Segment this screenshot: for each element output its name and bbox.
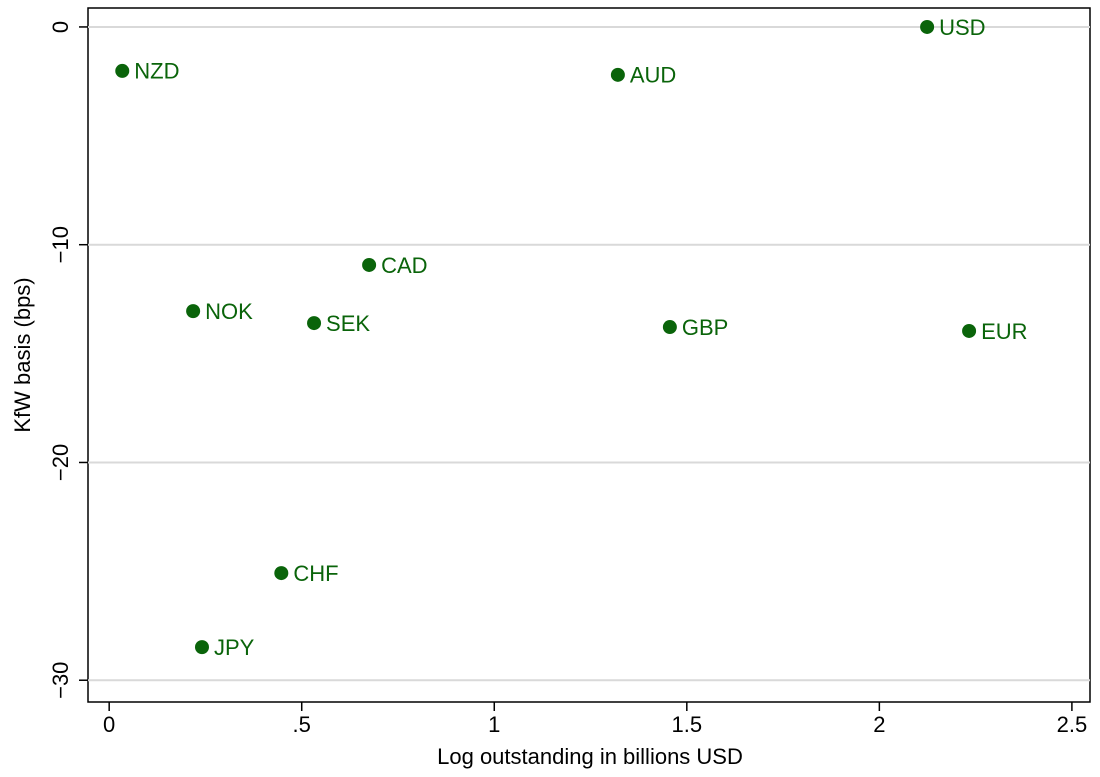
point-label: GBP [682, 315, 728, 340]
point-label: JPY [214, 635, 255, 660]
x-axis-label: Log outstanding in billions USD [437, 744, 743, 769]
point [307, 316, 322, 331]
point [186, 304, 201, 319]
y-tick-label: −20 [48, 444, 73, 481]
y-axis-label: KfW basis (bps) [10, 277, 35, 432]
point [662, 320, 677, 335]
point-label: CHF [293, 561, 338, 586]
point [274, 566, 289, 581]
point [962, 323, 977, 338]
y-tick-label: −10 [48, 226, 73, 263]
y-tick-label: 0 [48, 21, 73, 33]
point-label: SEK [326, 311, 370, 336]
point [194, 640, 209, 655]
x-tick-label: 2.5 [1057, 712, 1088, 737]
point-label: EUR [981, 319, 1027, 344]
point [610, 67, 625, 82]
x-tick-label: 1.5 [672, 712, 703, 737]
point-label: NOK [205, 299, 253, 324]
x-tick-label: .5 [293, 712, 311, 737]
x-tick-label: 0 [103, 712, 115, 737]
point-label: NZD [134, 59, 179, 84]
point-label: AUD [630, 63, 676, 88]
y-tick-label: −30 [48, 662, 73, 699]
x-tick-label: 1 [488, 712, 500, 737]
point [115, 63, 130, 78]
point-label: USD [939, 15, 985, 40]
point [920, 19, 935, 34]
plot-frame [87, 7, 1091, 703]
x-tick-label: 2 [873, 712, 885, 737]
point [362, 257, 377, 272]
point-label: CAD [381, 253, 427, 278]
